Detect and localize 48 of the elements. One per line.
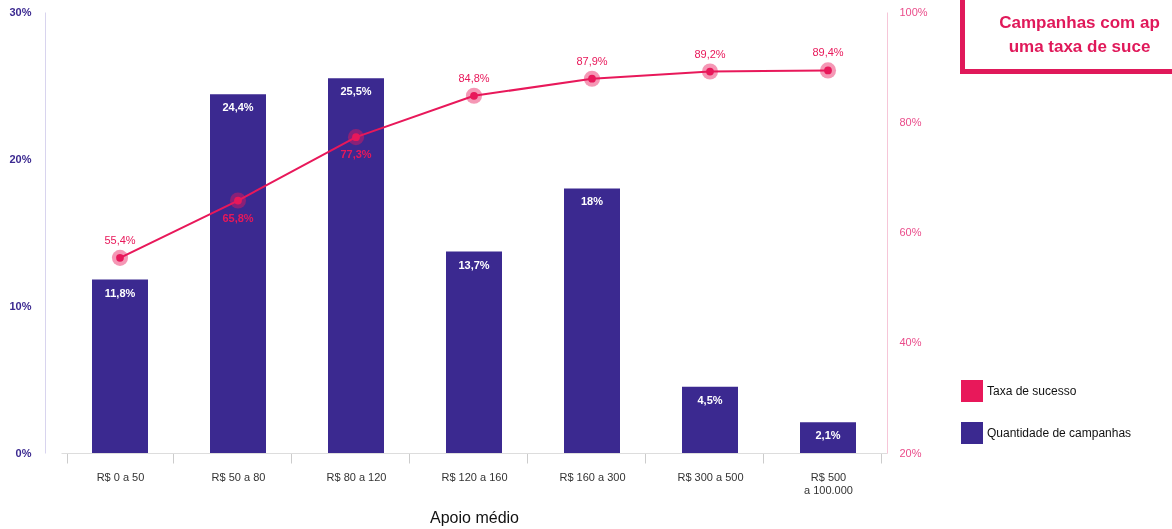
data-label: 4,5% — [697, 393, 723, 406]
data-label: 89,4% — [812, 46, 844, 59]
data-label: 87,9% — [576, 54, 608, 67]
x-tick-label: R$ 500 a 100.000 — [804, 470, 853, 496]
x-tick-label: R$ 120 a 160 — [441, 470, 508, 483]
y2-tick-label: 40% — [899, 336, 922, 349]
bar — [800, 422, 856, 453]
y2-tick-label: 80% — [899, 115, 922, 128]
point — [819, 62, 837, 79]
y2-tick-label: 60% — [899, 226, 922, 238]
bar — [564, 188, 620, 453]
y2-tick-label: 100% — [899, 5, 928, 18]
data-label: 84,8% — [458, 71, 490, 84]
data-label: 18% — [580, 195, 604, 208]
x-tick-label: R$ 300 a 500 — [677, 470, 744, 483]
x-tick-label: R$ 160 a 300 — [559, 470, 626, 483]
x-tick-label: R$ 80 a 120 — [326, 470, 387, 483]
point — [465, 87, 483, 104]
legend-label: Quantidade de campanhas — [987, 426, 1132, 440]
x-tick-label: R$ 50 a 80 — [211, 470, 266, 483]
data-label: 13,7% — [458, 258, 490, 271]
bar — [210, 94, 266, 453]
x-axis-title: Apoio médio — [430, 508, 520, 526]
data-label: 77,3% — [340, 148, 372, 161]
point — [111, 249, 129, 266]
bar — [328, 78, 384, 453]
data-label: 89,2% — [694, 47, 726, 60]
bar — [446, 251, 502, 453]
data-label: 24,4% — [222, 101, 254, 114]
x-tick-label: R$ 0 a 50 — [96, 470, 145, 483]
text: Campanhas com ap uma taxa de suce — [960, 0, 1172, 74]
y-tick-label: 30% — [9, 5, 32, 18]
data-label: 2,1% — [815, 429, 841, 442]
point — [347, 129, 365, 146]
data-label: 55,4% — [104, 233, 136, 246]
data-label: 65,8% — [222, 211, 254, 224]
y2-tick-label: 20% — [899, 446, 922, 459]
point — [229, 192, 247, 209]
y-tick-label: 20% — [9, 152, 32, 165]
bar — [92, 279, 148, 453]
data-label: 25,5% — [340, 85, 372, 98]
point — [583, 70, 601, 87]
y-tick-label: 0% — [15, 446, 32, 459]
point — [701, 63, 719, 80]
legend-label: Taxa de sucesso — [987, 384, 1077, 398]
data-label: 11,8% — [104, 286, 136, 299]
y-tick-label: 10% — [9, 299, 32, 312]
bar — [682, 386, 738, 453]
